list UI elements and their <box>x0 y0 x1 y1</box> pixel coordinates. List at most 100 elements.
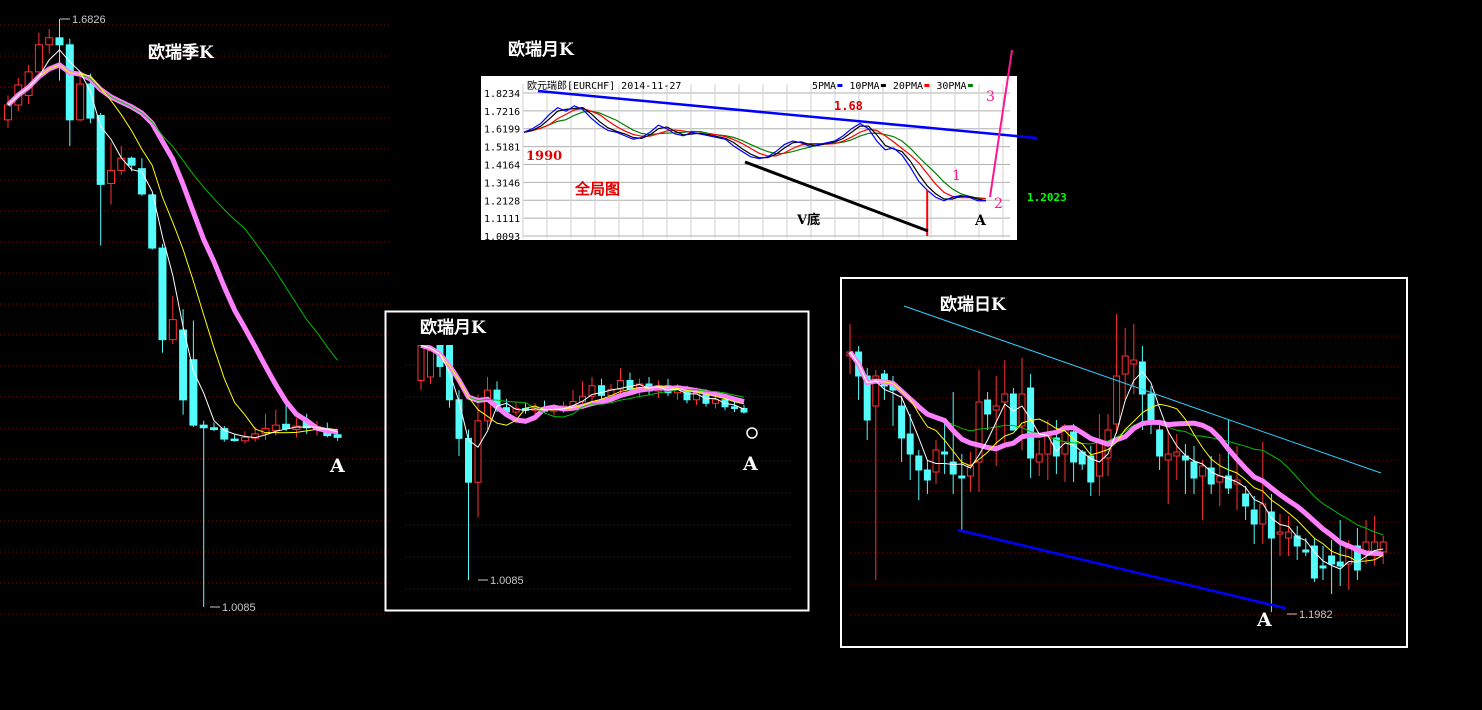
candle <box>1009 388 1017 431</box>
candle-body-up <box>588 385 596 397</box>
candle <box>588 376 596 402</box>
candle-body-down <box>863 375 871 421</box>
candle-body-up <box>1035 453 1043 463</box>
legend-item: 20PMA <box>893 81 923 92</box>
candle <box>45 29 54 54</box>
candle <box>199 420 208 608</box>
legend-swatch <box>837 84 843 87</box>
candle <box>1199 460 1207 520</box>
candle-body-up <box>712 399 719 404</box>
quarterly-title: 欧瑞季K <box>148 42 215 63</box>
daily-low-label: 1.1982 <box>1299 609 1333 621</box>
candle <box>1319 546 1327 580</box>
candle <box>1173 434 1181 480</box>
candle-body-up <box>1199 465 1207 477</box>
candle <box>1242 486 1250 520</box>
candle <box>107 142 115 205</box>
candle-body-down <box>1009 393 1017 431</box>
wave-1-label: 1 <box>952 168 961 184</box>
candle-body-down <box>230 438 239 442</box>
candle <box>906 414 914 480</box>
ma-thick-line <box>847 350 1384 557</box>
candle <box>65 38 74 147</box>
candle-body-down <box>455 399 463 439</box>
candle <box>1027 374 1035 478</box>
quarterly-gridlines <box>0 24 392 615</box>
y-tick-label: 1.7216 <box>484 107 520 118</box>
candle-body-down <box>1156 429 1164 457</box>
candle <box>1087 446 1095 496</box>
candle <box>949 392 957 494</box>
candle-body-down <box>148 194 157 249</box>
candle-body-up <box>240 436 249 442</box>
candle-body-down <box>465 437 472 483</box>
candle-body-up <box>617 379 624 390</box>
candle-body-down <box>55 37 64 46</box>
candle-body-down <box>65 44 74 121</box>
candle-body-down <box>949 461 957 475</box>
candle-body-up <box>512 408 520 413</box>
candle <box>1138 346 1146 430</box>
candle-body-down <box>220 428 229 440</box>
daily-support-trendline <box>957 528 1286 610</box>
legend-swatch <box>880 84 886 87</box>
y-tick-label: 1.0093 <box>484 232 520 243</box>
candle <box>137 158 146 196</box>
candle <box>1070 424 1078 482</box>
peak-label: 1.68 <box>834 99 863 113</box>
quarterly-high-label: 1.6826 <box>72 14 106 26</box>
candle <box>76 71 85 122</box>
candle-body-up <box>1379 541 1387 553</box>
daily-point-a: A <box>1256 609 1272 631</box>
candle <box>923 460 931 494</box>
overview-y-ticks: 1.8234 1.7216 1.6199 1.5181 1.4164 1.3146 1.21… <box>484 89 520 243</box>
candle <box>975 370 983 492</box>
daily-title: 欧瑞日K <box>940 294 1007 315</box>
candle-body-down <box>1267 511 1275 539</box>
candle <box>617 368 624 395</box>
candle-body-down <box>1250 509 1258 525</box>
overview-lines <box>523 105 987 236</box>
candle <box>880 370 888 400</box>
legend-item: 30PMA <box>936 81 966 92</box>
wave-projection-line <box>989 49 1013 198</box>
candle <box>872 370 880 580</box>
candle <box>1130 324 1138 394</box>
candle-body-down <box>199 424 208 429</box>
candle <box>1216 454 1224 506</box>
candle-body-up <box>427 350 434 378</box>
candle-body-up <box>1276 531 1284 535</box>
candle-body-down <box>1353 545 1361 571</box>
candle-body-down <box>984 399 992 415</box>
candle-body-up <box>168 319 177 341</box>
candle-body-up <box>1001 393 1009 403</box>
candle-body-down <box>1087 455 1095 483</box>
candle <box>230 434 239 442</box>
wave-3-label: 3 <box>986 89 995 105</box>
candle-body-down <box>158 247 167 341</box>
candle <box>1190 446 1198 494</box>
overview-header: 欧元瑞郎[EURCHF] 2014-11-27 <box>527 79 681 92</box>
ma-line <box>523 107 987 200</box>
candle <box>1328 540 1336 594</box>
candle <box>598 378 605 400</box>
candle <box>220 426 229 442</box>
candle-body-up <box>1113 375 1121 425</box>
candle-body-up <box>932 449 940 473</box>
candle <box>1113 314 1121 434</box>
candle-body-down <box>210 427 218 431</box>
legend-swatch <box>967 84 973 87</box>
v-bottom-label: V底 <box>796 212 820 228</box>
candle-body-down <box>1310 545 1318 579</box>
candle <box>1310 538 1318 582</box>
quarterly-candles <box>4 19 342 608</box>
ma-line <box>523 110 987 200</box>
ma10-line <box>849 351 1384 563</box>
candle <box>898 396 906 462</box>
candle <box>474 394 482 518</box>
candle <box>984 392 992 430</box>
candle-body-down <box>1224 475 1232 489</box>
daily-long-ma-line <box>903 305 1382 474</box>
candle <box>1044 420 1052 480</box>
legend-swatch <box>924 84 930 87</box>
